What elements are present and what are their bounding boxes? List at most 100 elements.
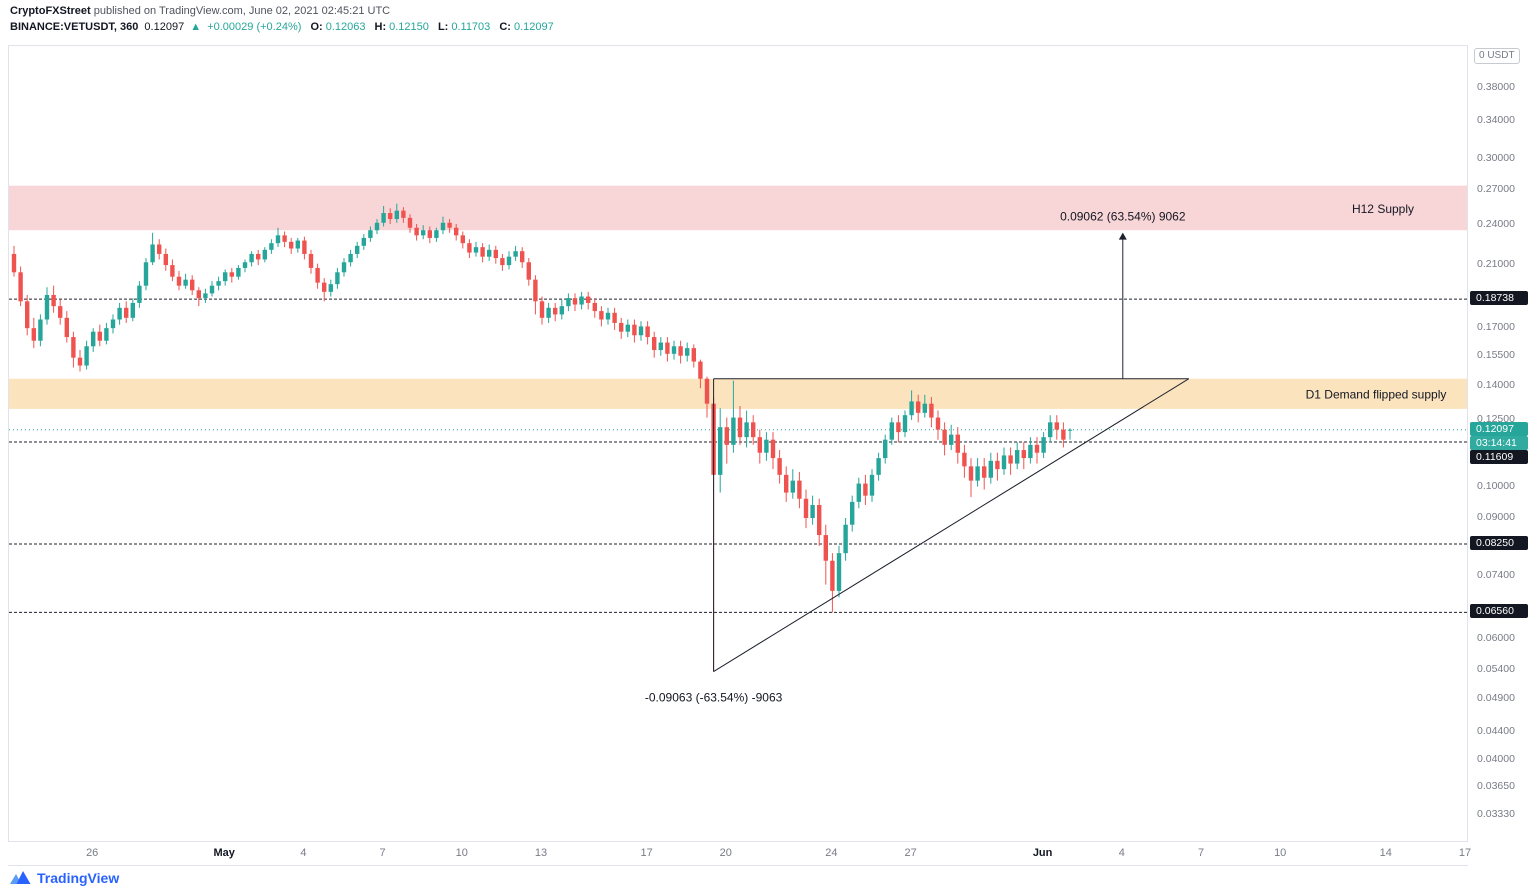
candle bbox=[216, 276, 221, 291]
candle bbox=[381, 205, 386, 227]
candle bbox=[764, 432, 769, 461]
candle bbox=[11, 245, 17, 277]
candle bbox=[196, 287, 201, 307]
candle bbox=[493, 245, 498, 264]
candle bbox=[909, 390, 914, 420]
candle bbox=[401, 207, 406, 223]
candle bbox=[414, 223, 419, 241]
candle bbox=[968, 458, 974, 498]
candle bbox=[38, 314, 43, 347]
time-tick-label: 7 bbox=[379, 847, 386, 859]
publisher-name: CryptoFXStreet bbox=[10, 5, 91, 17]
candle bbox=[883, 434, 888, 464]
triangle-pattern[interactable] bbox=[713, 378, 1190, 673]
candle bbox=[223, 269, 228, 286]
candle bbox=[394, 203, 399, 223]
time-axis[interactable]: 26 May 4 7 10 13 17 20 24 27 Jun 4 7 10 14 17 bbox=[8, 842, 1471, 866]
candle bbox=[229, 267, 234, 283]
candle bbox=[190, 275, 195, 295]
price-change-value: +0.00029 (+0.24%) bbox=[207, 21, 302, 33]
price-tick-label: 0.04900 bbox=[1477, 692, 1515, 705]
candle bbox=[130, 298, 135, 322]
candle bbox=[1028, 437, 1033, 464]
candle bbox=[869, 469, 875, 502]
time-tick-label: 20 bbox=[719, 847, 732, 859]
candle bbox=[850, 495, 855, 532]
price-tick-label: 0.03650 bbox=[1477, 780, 1515, 793]
candle bbox=[473, 241, 479, 257]
candlestick-chart[interactable]: H12 Supply D1 Demand flipped supply 0.0906… bbox=[9, 46, 1467, 841]
time-tick-label: 14 bbox=[1379, 847, 1392, 859]
candle bbox=[44, 287, 50, 325]
candle bbox=[97, 324, 102, 347]
candle bbox=[625, 319, 630, 338]
candle bbox=[916, 394, 921, 423]
low-value: L: 0.11703 bbox=[437, 21, 491, 33]
time-tick-label: 4 bbox=[1118, 847, 1125, 859]
up-arrow-icon: ▲ bbox=[190, 21, 202, 33]
candle bbox=[836, 545, 842, 598]
candle bbox=[1008, 447, 1013, 475]
candle bbox=[388, 208, 393, 224]
candle bbox=[784, 466, 789, 502]
candle bbox=[506, 251, 512, 270]
price-axis[interactable]: 0 USDT 0.38000 0.34000 0.30000 0.27000 0.240… bbox=[1468, 45, 1536, 842]
candle bbox=[605, 307, 611, 325]
candle bbox=[1067, 428, 1073, 440]
candle bbox=[566, 293, 571, 312]
tradingview-brand[interactable]: TradingView bbox=[37, 869, 120, 886]
time-tick-label: Jun bbox=[1032, 847, 1053, 859]
candle bbox=[249, 251, 254, 267]
candle bbox=[896, 415, 901, 443]
candle bbox=[355, 241, 360, 259]
candle bbox=[51, 285, 56, 313]
candle bbox=[1015, 442, 1020, 470]
price-level-badge: 0.06560 bbox=[1470, 604, 1528, 619]
price-tick-label: 0.07400 bbox=[1477, 569, 1515, 582]
price-level-badge: 0.18738 bbox=[1470, 291, 1528, 306]
candle bbox=[71, 331, 76, 368]
published-info: published on TradingView.com, June 02, 2… bbox=[90, 5, 391, 17]
measured-move-arrow[interactable]: 0.09062 (63.54%) 9062 bbox=[1060, 210, 1186, 379]
candle bbox=[427, 226, 432, 244]
candle bbox=[176, 270, 182, 291]
candle-countdown-badge: 03:14:41 bbox=[1470, 435, 1528, 450]
symbol-line: BINANCE:VETUSDT, 360 0.12097 ▲ +0.00029 … bbox=[10, 21, 560, 33]
publication-line: CryptoFXStreet published on TradingView.… bbox=[10, 5, 560, 17]
candle bbox=[942, 422, 947, 456]
price-tick-label: 0.21000 bbox=[1477, 258, 1515, 271]
candle bbox=[1021, 442, 1026, 470]
candle bbox=[902, 410, 908, 438]
price-level-badge: 0.08250 bbox=[1470, 535, 1528, 550]
candle bbox=[183, 273, 188, 289]
chart-plot-area[interactable]: H12 Supply D1 Demand flipped supply 0.0906… bbox=[8, 45, 1468, 842]
candle bbox=[25, 294, 30, 336]
candle bbox=[638, 321, 644, 341]
candle bbox=[619, 317, 624, 339]
candle bbox=[830, 553, 835, 613]
candle bbox=[751, 415, 756, 445]
candle bbox=[242, 259, 248, 273]
candle bbox=[157, 239, 162, 260]
candle bbox=[31, 317, 36, 349]
candle bbox=[982, 458, 987, 490]
candle bbox=[117, 302, 122, 325]
candle bbox=[757, 429, 762, 464]
candle bbox=[1054, 415, 1059, 440]
candle bbox=[368, 226, 373, 242]
candle bbox=[91, 328, 96, 352]
candle bbox=[592, 298, 597, 318]
time-tick-label: 13 bbox=[534, 847, 548, 859]
price-tick-label: 0.24000 bbox=[1477, 218, 1515, 231]
candle bbox=[480, 243, 485, 263]
footer: TradingView bbox=[10, 869, 119, 886]
candle bbox=[520, 247, 525, 268]
candle bbox=[170, 259, 175, 282]
candle bbox=[949, 424, 954, 451]
candle bbox=[256, 249, 261, 266]
tradingview-logo-icon[interactable] bbox=[10, 869, 31, 886]
price-axis-unit-button[interactable]: 0 USDT bbox=[1474, 48, 1520, 64]
candle bbox=[691, 344, 696, 368]
candle bbox=[460, 231, 465, 249]
candle bbox=[209, 281, 215, 297]
